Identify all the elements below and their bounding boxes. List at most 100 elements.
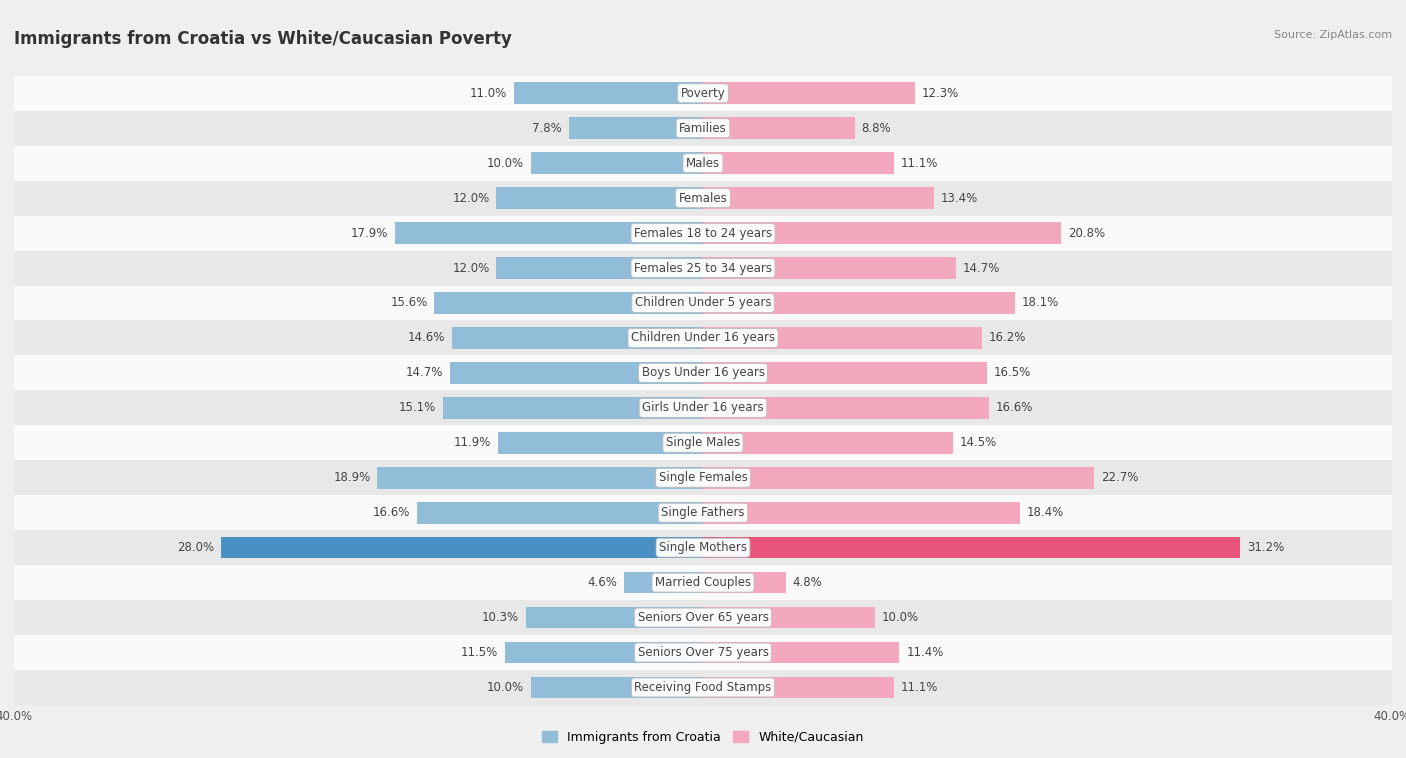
Text: 31.2%: 31.2% [1247, 541, 1285, 554]
Text: 12.3%: 12.3% [922, 86, 959, 100]
Bar [434, 292, 703, 314]
Bar [221, 537, 703, 559]
Text: 11.1%: 11.1% [901, 157, 938, 170]
Bar [14, 215, 1392, 251]
Bar [14, 635, 1392, 670]
Bar [14, 530, 1392, 565]
Text: Single Females: Single Females [658, 471, 748, 484]
Text: 4.8%: 4.8% [793, 576, 823, 589]
Bar [526, 606, 703, 628]
Text: 16.5%: 16.5% [994, 366, 1032, 380]
Bar [703, 572, 786, 594]
Text: Girls Under 16 years: Girls Under 16 years [643, 401, 763, 415]
Bar [14, 600, 1392, 635]
Bar [14, 111, 1392, 146]
Text: Single Mothers: Single Mothers [659, 541, 747, 554]
Bar [703, 152, 894, 174]
Bar [14, 390, 1392, 425]
Bar [450, 362, 703, 384]
Text: 12.0%: 12.0% [453, 192, 489, 205]
Bar [703, 432, 953, 453]
Text: 4.6%: 4.6% [588, 576, 617, 589]
Bar [14, 286, 1392, 321]
Text: 11.5%: 11.5% [461, 646, 498, 659]
Bar [703, 222, 1062, 244]
Text: 15.6%: 15.6% [391, 296, 427, 309]
Text: 17.9%: 17.9% [350, 227, 388, 240]
Text: 13.4%: 13.4% [941, 192, 979, 205]
Bar [14, 180, 1392, 215]
Text: 11.0%: 11.0% [470, 86, 506, 100]
Bar [703, 502, 1019, 524]
Bar [14, 670, 1392, 705]
Text: Single Fathers: Single Fathers [661, 506, 745, 519]
Bar [443, 397, 703, 418]
Text: Males: Males [686, 157, 720, 170]
Bar [703, 362, 987, 384]
Text: 18.1%: 18.1% [1022, 296, 1059, 309]
Bar [703, 292, 1015, 314]
Legend: Immigrants from Croatia, White/Caucasian: Immigrants from Croatia, White/Caucasian [543, 731, 863, 744]
Text: 15.1%: 15.1% [399, 401, 436, 415]
Bar [703, 83, 915, 104]
Bar [496, 257, 703, 279]
Text: Boys Under 16 years: Boys Under 16 years [641, 366, 765, 380]
Bar [703, 642, 900, 663]
Text: Source: ZipAtlas.com: Source: ZipAtlas.com [1274, 30, 1392, 40]
Bar [703, 327, 981, 349]
Text: 16.6%: 16.6% [995, 401, 1033, 415]
Bar [496, 187, 703, 209]
Bar [14, 321, 1392, 356]
Text: 10.0%: 10.0% [486, 157, 524, 170]
Bar [14, 251, 1392, 286]
Bar [568, 117, 703, 139]
Text: 14.5%: 14.5% [960, 437, 997, 449]
Bar [531, 152, 703, 174]
Bar [14, 76, 1392, 111]
Text: Receiving Food Stamps: Receiving Food Stamps [634, 681, 772, 694]
Text: 16.6%: 16.6% [373, 506, 411, 519]
Text: 14.7%: 14.7% [405, 366, 443, 380]
Text: Single Males: Single Males [666, 437, 740, 449]
Text: Children Under 5 years: Children Under 5 years [634, 296, 772, 309]
Bar [703, 117, 855, 139]
Bar [14, 495, 1392, 530]
Text: Married Couples: Married Couples [655, 576, 751, 589]
Bar [498, 432, 703, 453]
Text: 14.6%: 14.6% [408, 331, 444, 344]
Text: 12.0%: 12.0% [453, 262, 489, 274]
Bar [451, 327, 703, 349]
Bar [513, 83, 703, 104]
Text: 10.0%: 10.0% [486, 681, 524, 694]
Text: Females 25 to 34 years: Females 25 to 34 years [634, 262, 772, 274]
Bar [14, 146, 1392, 180]
Text: 20.8%: 20.8% [1069, 227, 1105, 240]
Bar [14, 460, 1392, 495]
Bar [703, 257, 956, 279]
Text: 18.9%: 18.9% [333, 471, 371, 484]
Bar [624, 572, 703, 594]
Text: Children Under 16 years: Children Under 16 years [631, 331, 775, 344]
Bar [14, 425, 1392, 460]
Text: 11.9%: 11.9% [454, 437, 491, 449]
Bar [703, 187, 934, 209]
Text: 22.7%: 22.7% [1101, 471, 1139, 484]
Text: 18.4%: 18.4% [1026, 506, 1064, 519]
Bar [505, 642, 703, 663]
Text: 7.8%: 7.8% [531, 122, 562, 135]
Text: 11.1%: 11.1% [901, 681, 938, 694]
Bar [531, 677, 703, 698]
Text: 11.4%: 11.4% [907, 646, 943, 659]
Text: Families: Families [679, 122, 727, 135]
Text: 8.8%: 8.8% [862, 122, 891, 135]
Text: Females: Females [679, 192, 727, 205]
Bar [14, 356, 1392, 390]
Text: Seniors Over 65 years: Seniors Over 65 years [637, 611, 769, 624]
Text: Females 18 to 24 years: Females 18 to 24 years [634, 227, 772, 240]
Bar [703, 606, 875, 628]
Text: 10.3%: 10.3% [482, 611, 519, 624]
Text: Poverty: Poverty [681, 86, 725, 100]
Text: Immigrants from Croatia vs White/Caucasian Poverty: Immigrants from Croatia vs White/Caucasi… [14, 30, 512, 49]
Bar [703, 677, 894, 698]
Bar [377, 467, 703, 489]
